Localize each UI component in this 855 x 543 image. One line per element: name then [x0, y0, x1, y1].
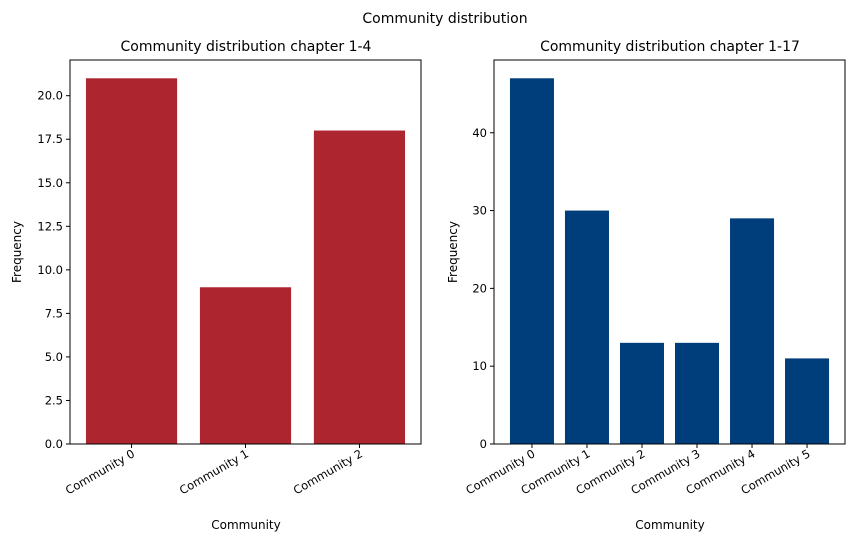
left-chart-y-tick-label: 10.0	[37, 263, 63, 277]
left-chart-x-ticks: Community 0 Community 1 Community 2	[63, 444, 365, 497]
left-chart-x-axis-label: Community	[211, 518, 280, 532]
left-chart-title: Community distribution chapter 1-4	[121, 39, 372, 55]
right-chart-bar-2	[619, 342, 664, 444]
right-chart-bars	[509, 78, 830, 445]
left-chart-y-tick-label: 7.5	[45, 306, 63, 320]
right-chart-y-ticks: 0 10 20 30 40	[472, 126, 494, 451]
left-chart-y-ticks: 0.0 2.5 5.0 7.5 10.0 12.5 15.0 17.5 20.0	[37, 89, 70, 451]
right-chart-y-tick-label: 0	[480, 437, 487, 451]
left-chart-x-tick-label: Community 1	[177, 446, 251, 497]
right-chart-y-axis-label: Frequency	[446, 221, 460, 283]
left-chart-y-tick-label: 0.0	[45, 437, 63, 451]
left-chart-bar-2	[313, 130, 406, 444]
left-chart-y-axis-label: Frequency	[10, 221, 24, 283]
right-chart-bar-3	[675, 342, 720, 444]
left-chart-y-tick-label: 2.5	[45, 393, 63, 407]
left-chart-bars	[85, 78, 406, 445]
right-chart-y-tick-label: 40	[472, 126, 487, 140]
right-chart-x-axis-label: Community	[635, 518, 704, 532]
left-chart-y-tick-label: 15.0	[37, 176, 63, 190]
right-chart-y-tick-label: 20	[472, 281, 487, 295]
left-chart-y-tick-label: 12.5	[37, 219, 63, 233]
right-chart-bar-1	[564, 210, 609, 444]
right-chart-bar-0	[509, 78, 554, 445]
left-chart-x-tick-label: Community 0	[63, 446, 137, 497]
left-chart-x-tick-label: Community 2	[291, 446, 365, 497]
left-chart-axes-frame	[69, 59, 422, 445]
left-chart-panel: Community distribution chapter 1-4 0.0 2.…	[10, 39, 422, 532]
left-chart-y-tick-label: 5.0	[45, 350, 63, 364]
right-chart-panel: Community distribution chapter 1-17 0 10 2…	[446, 39, 846, 532]
left-chart-bar-0	[85, 78, 178, 445]
right-chart-axes-frame	[493, 59, 846, 445]
right-chart-bar-4	[730, 218, 775, 444]
left-chart-y-tick-label: 17.5	[37, 132, 63, 146]
figure-suptitle: Community distribution	[362, 11, 527, 27]
left-chart-y-tick-label: 20.0	[37, 89, 63, 103]
right-chart-y-tick-label: 10	[472, 359, 487, 373]
right-chart-bar-5	[785, 358, 830, 444]
left-chart-bar-1	[199, 287, 292, 444]
right-chart-title: Community distribution chapter 1-17	[540, 39, 800, 55]
right-chart-y-tick-label: 30	[472, 204, 487, 218]
